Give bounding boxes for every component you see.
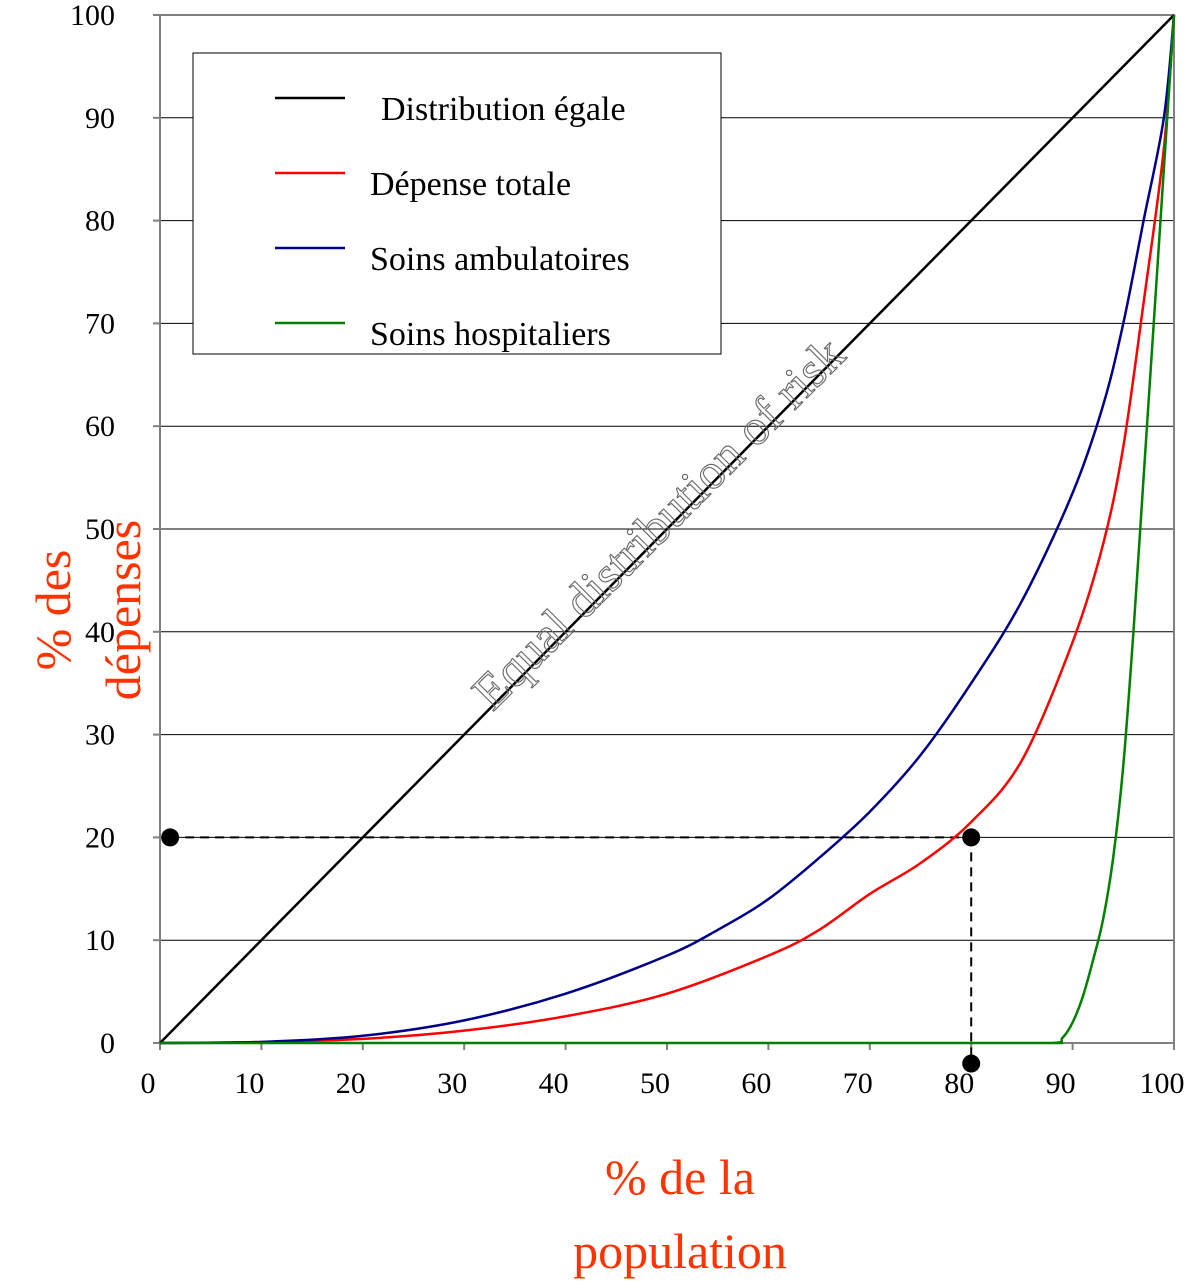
x-axis: 0 10 20 30 40 50 60 70 80 90 100 bbox=[141, 1043, 1185, 1100]
reference-markers bbox=[161, 828, 981, 1073]
y-tick-label-40: 40 bbox=[85, 616, 115, 649]
x-axis-title-line-2: population bbox=[573, 1223, 787, 1279]
legend: Distribution égale Dépense totale Soins am… bbox=[192, 52, 722, 355]
x-tick-label-60: 60 bbox=[741, 1067, 771, 1100]
x-tick-label-30: 30 bbox=[437, 1067, 467, 1100]
legend-label-1: Distribution égale bbox=[381, 91, 626, 128]
x-tick-label-80: 80 bbox=[944, 1067, 974, 1100]
y-tick-label-10: 10 bbox=[85, 924, 115, 957]
y-tick-label-50: 50 bbox=[85, 513, 115, 546]
y-tick-label-100: 100 bbox=[70, 0, 115, 32]
y-tick-label-80: 80 bbox=[85, 205, 115, 238]
x-axis-title-line-1: % de la bbox=[605, 1149, 755, 1205]
x-tick-label-70: 70 bbox=[843, 1067, 873, 1100]
y-axis-title-line-1: % des bbox=[25, 550, 81, 671]
y-tick-label-0: 0 bbox=[100, 1027, 115, 1060]
x-tick-label-40: 40 bbox=[539, 1067, 569, 1100]
series-line-2 bbox=[159, 14, 1176, 1045]
series-line-4 bbox=[160, 14, 1176, 1045]
legend-label-2: Dépense totale bbox=[370, 166, 571, 203]
series-lines bbox=[159, 14, 1176, 1045]
series-line-3 bbox=[159, 14, 1176, 1045]
x-tick-label-90: 90 bbox=[1046, 1067, 1076, 1100]
x-tick-label-50: 50 bbox=[640, 1067, 670, 1100]
y-tick-label-90: 90 bbox=[85, 102, 115, 135]
y-tick-label-20: 20 bbox=[85, 821, 115, 854]
equal-distribution-annotation: Equal distribution of risk bbox=[461, 326, 855, 720]
reference-marker-3 bbox=[962, 1054, 981, 1073]
legend-box bbox=[192, 52, 722, 355]
y-tick-label-60: 60 bbox=[85, 410, 115, 443]
series-line-1 bbox=[159, 14, 1175, 1044]
legend-label-4: Soins hospitaliers bbox=[370, 316, 611, 353]
x-tick-label-0: 0 bbox=[141, 1067, 156, 1100]
y-tick-label-30: 30 bbox=[85, 719, 115, 752]
x-tick-label-10: 10 bbox=[234, 1067, 264, 1100]
x-tick-label-20: 20 bbox=[336, 1067, 366, 1100]
y-tick-label-70: 70 bbox=[85, 307, 115, 340]
y-axis: 0 10 20 30 40 50 60 70 80 90 100 bbox=[70, 0, 160, 1060]
y-axis-title-line-2: dépenses bbox=[95, 520, 151, 701]
legend-label-3: Soins ambulatoires bbox=[370, 241, 630, 278]
reference-dashed-lines bbox=[170, 836, 973, 1064]
x-tick-label-100: 100 bbox=[1140, 1067, 1185, 1100]
reference-marker-1 bbox=[161, 828, 180, 847]
reference-marker-2 bbox=[962, 828, 981, 847]
